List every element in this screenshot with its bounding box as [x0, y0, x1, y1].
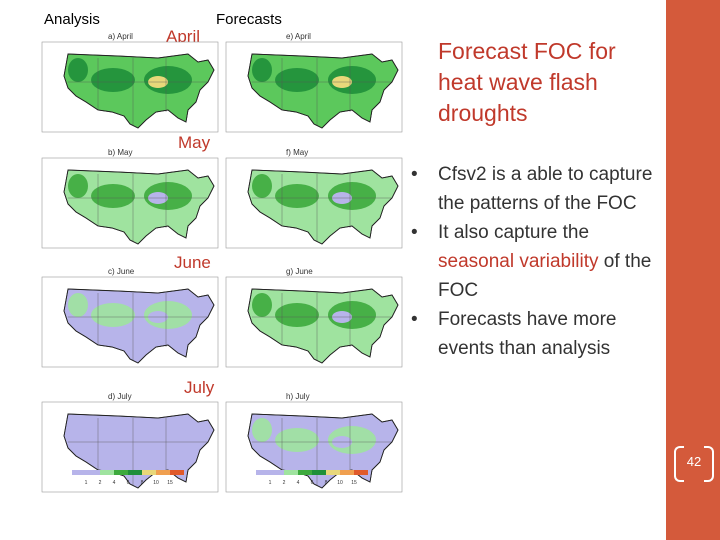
scale-swatch [100, 470, 114, 475]
map-panel-label: h) July [286, 392, 310, 401]
scale-swatch [312, 470, 326, 475]
scale-swatch [156, 470, 170, 475]
scale-swatch [170, 470, 184, 475]
scale-tick-label: 10 [337, 480, 343, 486]
scale-tick-label: 15 [167, 480, 173, 486]
map-panel-label: c) June [108, 267, 135, 276]
scale-tick-label: 1 [269, 480, 272, 486]
scale-tick-label: 15 [351, 480, 357, 486]
scale-swatch [354, 470, 368, 475]
scale-swatch [114, 470, 128, 475]
map-panel: a) April [38, 32, 220, 145]
scale-swatch [326, 470, 340, 475]
map-panel: d) July [38, 392, 220, 505]
map-panel-label: f) May [286, 148, 309, 157]
bullet-text: It also capture the [438, 222, 590, 243]
slide-title: Forecast FOC for heat wave flash drought… [438, 38, 616, 126]
month-label-july: July [184, 378, 215, 397]
bullet-text: of the FOC [438, 251, 652, 301]
scale-tick-label: 2 [99, 480, 102, 486]
bullet-list: • Cfsv2 is a able to capture the patterns… [408, 160, 658, 363]
bullet-item: • It also capture the seasonal variabilit… [411, 222, 652, 301]
scale-tick-label: 6 [127, 480, 130, 486]
scale-tick-label: 4 [113, 480, 116, 486]
month-label-june: June [174, 253, 211, 272]
map-panel: e) April [222, 32, 404, 145]
month-label-april: April [166, 27, 201, 46]
month-label-may: May [178, 133, 211, 152]
scale-swatch [270, 470, 284, 475]
scale-tick-label: 2 [283, 480, 286, 486]
scale-swatch [298, 470, 312, 475]
scale-tick-label: 8 [141, 480, 144, 486]
bullet-item: • Cfsv2 is a able to capture the patterns… [411, 164, 653, 214]
bullet-text: Forecasts have more events than analysis [438, 309, 617, 359]
map-panel-label: d) July [108, 392, 132, 401]
scale-swatch [142, 470, 156, 475]
scale-tick-label: 1 [85, 480, 88, 486]
scale-swatch [128, 470, 142, 475]
map-panel: b) May [38, 148, 220, 261]
map-panel: c) June [38, 267, 220, 380]
map-panel: g) June [222, 267, 404, 380]
scale-swatch [256, 470, 270, 475]
bullet-item: • Forecasts have more events than analysi… [411, 309, 617, 359]
map-panel-label: b) May [108, 148, 133, 157]
page-number-text: 42 [686, 454, 702, 469]
scale-tick-label: 8 [325, 480, 328, 486]
scale-tick-label: 4 [297, 480, 300, 486]
scale-swatch [340, 470, 354, 475]
scale-tick-label: 6 [311, 480, 314, 486]
color-scale-forecast: 1 2 4 6 8 10 15 [222, 466, 404, 491]
page-number: 42 [674, 446, 714, 482]
map-panel-label: g) June [286, 267, 313, 276]
map-panel: f) May [222, 148, 404, 261]
analysis-header: Analysis [44, 11, 100, 28]
highlighted-text: seasonal variability [438, 251, 599, 272]
scale-swatch [86, 470, 100, 475]
map-panel: h) July [222, 392, 404, 505]
forecasts-header: Forecasts [216, 11, 282, 28]
scale-swatch [72, 470, 86, 475]
scale-tick-label: 10 [153, 480, 159, 486]
scale-swatch [284, 470, 298, 475]
map-panel-label: a) April [108, 32, 133, 41]
color-scale-analysis: 1 2 4 6 8 10 15 [38, 466, 220, 491]
bullet-text: Cfsv2 is a able to capture the patterns … [438, 164, 653, 214]
map-panel-label: e) April [286, 32, 311, 41]
